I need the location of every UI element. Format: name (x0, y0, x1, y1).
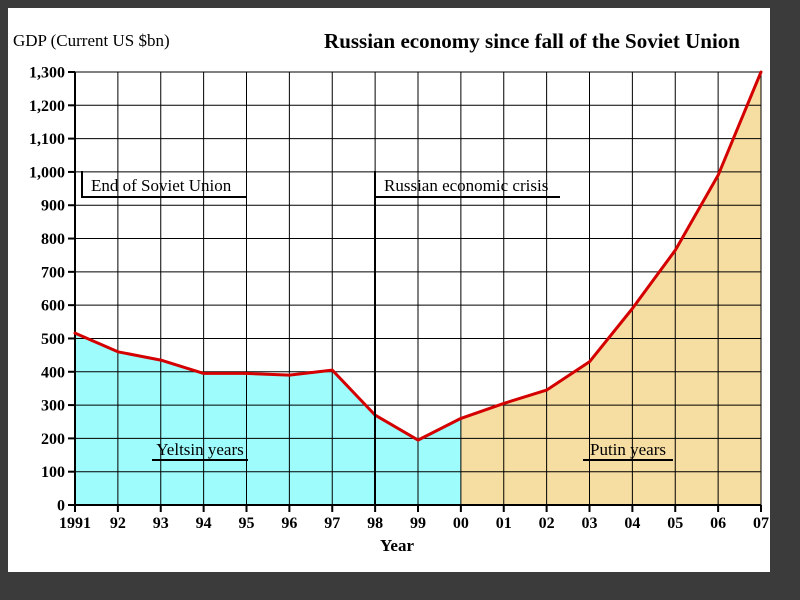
y-tick-label: 1,300 (29, 65, 65, 82)
x-tick-label: 96 (281, 515, 297, 532)
y-tick-label: 600 (41, 298, 65, 315)
end-of-soviet-union-label: End of Soviet Union (91, 176, 232, 195)
region-fills (75, 72, 761, 505)
y-tick-label: 700 (41, 264, 65, 281)
putin-years-label: Putin years (590, 440, 666, 459)
x-axis-label: Year (380, 536, 414, 555)
x-tick-label: 97 (324, 515, 340, 532)
x-tick-label: 95 (239, 515, 255, 532)
grid-lines (74, 71, 762, 506)
x-tick-label: 99 (410, 515, 426, 532)
y-tick-label: 1,100 (29, 131, 65, 148)
y-tick-label: 200 (41, 431, 65, 448)
x-tick-label: 07 (753, 515, 769, 532)
x-tick-label: 06 (710, 515, 726, 532)
y-tick-label: 0 (57, 498, 65, 515)
axes (68, 71, 762, 512)
y-tick-label: 1,200 (29, 98, 65, 115)
x-tick-label: 03 (582, 515, 598, 532)
x-tick-label: 05 (667, 515, 683, 532)
y-tick-label: 300 (41, 398, 65, 415)
x-tick-label: 92 (110, 515, 126, 532)
x-tick-label: 94 (196, 515, 212, 532)
annotation-end-of-soviet-union: End of Soviet Union (81, 171, 246, 198)
region-label-putin: Putin years (583, 440, 673, 461)
chart-title: Russian economy since fall of the Soviet… (324, 29, 740, 53)
x-tick-label: 93 (153, 515, 169, 532)
y-tick-label: 100 (41, 464, 65, 481)
end-of-soviet-union-marker-line (81, 171, 246, 198)
yeltsin-years-label: Yeltsin years (156, 440, 244, 459)
x-tick-label: 02 (539, 515, 555, 532)
y-tick-label: 800 (41, 231, 65, 248)
x-tick-label: 98 (367, 515, 383, 532)
y-tick-label: 1,000 (29, 164, 65, 181)
y-tick-label: 900 (41, 198, 65, 215)
economic-crisis-label: Russian economic crisis (384, 176, 548, 195)
region-fill-putin (460, 72, 761, 505)
y-axis-label: GDP (Current US $bn) (13, 31, 170, 50)
y-tick-label: 500 (41, 331, 65, 348)
tick-labels: 01002003004005006007008009001,0001,1001,… (29, 65, 769, 533)
region-label-yeltsin: Yeltsin years (152, 440, 248, 461)
gdp-line (73, 70, 763, 442)
y-tick-label: 400 (41, 364, 65, 381)
x-tick-label: 04 (624, 515, 640, 532)
x-tick-label: 1991 (59, 515, 91, 532)
data-series (73, 70, 763, 442)
x-tick-label: 01 (496, 515, 512, 532)
region-fill-yeltsin (75, 333, 461, 505)
annotation-economic-crisis: Russian economic crisis (374, 171, 560, 505)
x-tick-label: 00 (453, 515, 469, 532)
